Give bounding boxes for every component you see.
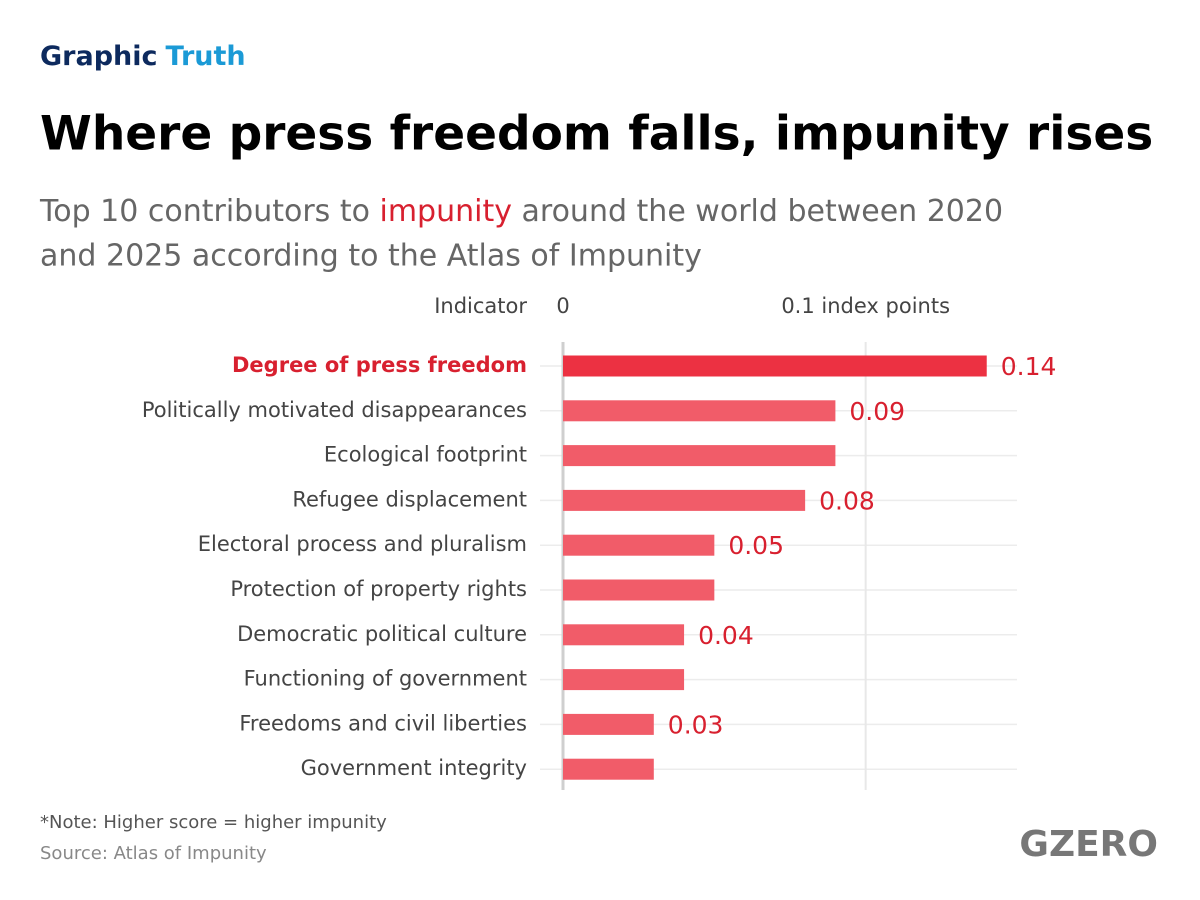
y-tick-label: Government integrity	[301, 756, 527, 780]
brand-part: Truth	[166, 41, 246, 72]
bar	[563, 579, 715, 601]
value-label: 0.09	[849, 397, 905, 426]
bar	[563, 400, 836, 422]
y-tick-label: Electoral process and pluralism	[198, 532, 527, 556]
value-label: 0.08	[819, 486, 875, 515]
source: Source: Atlas of Impunity	[40, 843, 267, 864]
brand: Graphic Truth	[40, 41, 246, 72]
subtitle-part: Top 10 contributors to	[39, 194, 380, 229]
bar	[563, 445, 836, 467]
y-tick-label: Freedoms and civil liberties	[239, 711, 527, 735]
subtitle: and 2025 according to the Atlas of Impun…	[40, 239, 702, 274]
subtitle-part: around the world between 2020	[512, 194, 1003, 229]
x-tick-label: 0	[556, 294, 569, 318]
y-tick-label: Degree of press freedom	[232, 353, 527, 377]
value-label: 0.14	[1001, 352, 1057, 381]
value-label: 0.03	[668, 710, 724, 739]
bar	[563, 534, 715, 556]
value-label: 0.04	[698, 621, 754, 650]
y-tick-label: Democratic political culture	[237, 622, 527, 646]
bar	[563, 355, 987, 377]
subtitle-highlight: impunity	[380, 194, 512, 229]
y-tick-label: Refugee displacement	[292, 487, 527, 511]
y-tick-label: Politically motivated disappearances	[142, 398, 527, 422]
category-header: Indicator	[434, 294, 527, 318]
y-tick-label: Protection of property rights	[230, 577, 527, 601]
note: *Note: Higher score = higher impunity	[40, 812, 387, 833]
y-tick-label: Functioning of government	[244, 667, 527, 691]
bar	[563, 489, 806, 511]
x-tick-label: 0.1 index points	[781, 294, 950, 318]
bar	[563, 669, 685, 691]
logo: GZERO	[1019, 824, 1158, 865]
bar	[563, 713, 654, 735]
y-tick-label: Ecological footprint	[324, 443, 527, 467]
subtitle: Top 10 contributors to impunity around t…	[39, 194, 1003, 229]
bar	[563, 624, 685, 646]
chart-title: Where press freedom falls, impunity rise…	[40, 107, 1153, 162]
bar	[563, 758, 654, 780]
brand-part: Graphic	[40, 41, 158, 72]
value-label: 0.05	[728, 531, 784, 560]
